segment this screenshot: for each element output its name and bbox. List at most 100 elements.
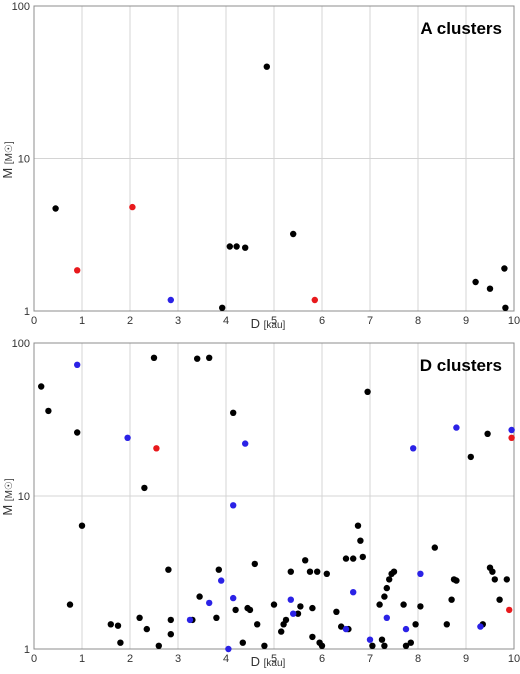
data-point-black [306,568,314,575]
data-point-black [376,601,383,608]
x-tick-label: 0 [31,315,37,327]
data-point-black [357,537,364,544]
data-point-black [294,610,302,617]
data-point-black [226,243,233,250]
data-point-black [155,642,162,649]
data-point-black [52,205,59,212]
data-point-black [407,639,414,646]
data-point-black [290,230,297,238]
x-tick-label: 2 [127,315,133,327]
data-point-black [263,63,270,70]
data-point-black [74,429,81,436]
x-axis-label: D [kau] [251,654,286,669]
data-point-black [383,584,390,592]
data-point-blue [242,440,249,447]
data-point-black [323,570,330,577]
data-point-black [78,522,86,529]
data-point-black [196,593,203,600]
data-point-black [239,639,246,646]
data-point-black [467,453,474,461]
data-point-black [282,616,290,624]
data-point-black [338,623,345,630]
data-point-black [254,621,261,628]
data-point-blue [74,361,81,368]
data-point-black [364,388,371,395]
data-point-black [378,636,386,643]
x-tick-label: 0 [31,653,37,665]
data-point-black [486,285,494,292]
y-tick-label: 10 [18,491,30,503]
x-tick-label: 9 [463,315,469,327]
data-point-black [400,601,407,608]
data-point-black [194,355,201,362]
data-point-black [287,568,294,575]
data-point-black [381,593,388,600]
x-tick-label: 3 [175,653,181,665]
x-axis-label: D [kau] [251,316,286,331]
y-tick-label: 10 [18,154,30,166]
data-point-black [302,557,309,564]
x-tick-label: 2 [127,653,133,665]
data-point-blue [410,445,417,452]
data-point-black [219,304,226,311]
data-point-black [66,601,74,608]
data-point-black [369,642,376,649]
x-tick-label: 1 [79,315,85,327]
data-point-red [311,296,318,304]
data-point-black [309,604,316,612]
data-point-black [448,596,455,603]
data-point-black [270,601,278,608]
y-tick-label: 1 [24,644,30,656]
data-point-black [45,407,52,415]
x-tick-label: 8 [415,315,421,327]
data-point-black [350,555,357,562]
data-point-black [242,244,249,251]
data-point-black [38,383,45,390]
data-point-blue [453,424,460,431]
data-point-blue [383,614,390,621]
data-point-black [165,566,172,573]
data-point-blue [186,616,194,624]
chart-title: D clusters [420,356,502,375]
data-point-black [502,304,509,311]
data-point-black [443,621,450,628]
data-point-black [117,639,124,646]
data-point-black [417,603,424,610]
data-point-black [496,596,503,603]
data-point-blue [230,502,237,509]
y-axis-label: M [M☉] [0,478,15,516]
data-point-black [381,642,388,649]
data-point-red [508,434,515,441]
data-point-black [318,642,326,649]
y-tick-label: 1 [24,306,30,318]
data-point-black [167,616,174,624]
data-point-black [107,621,115,628]
data-point-blue [342,625,350,633]
data-point-red [153,445,160,452]
data-point-black [501,265,508,272]
data-point-blue [402,625,410,633]
data-point-red [129,203,136,211]
x-tick-label: 7 [367,315,373,327]
data-point-black [412,621,419,628]
data-point-blue [477,623,484,630]
data-point-black [359,553,366,561]
data-point-blue [124,434,131,441]
data-point-black [489,568,496,575]
x-tick-label: 9 [463,653,469,665]
data-point-blue [167,296,174,304]
data-point-black [136,614,143,621]
data-point-black [491,576,498,583]
data-point-black [213,614,220,621]
data-point-blue [417,570,424,577]
data-point-black [232,606,239,614]
x-tick-label: 6 [319,315,325,327]
data-point-red [506,606,513,614]
data-point-black [314,568,321,575]
y-tick-label: 100 [12,338,30,350]
data-point-blue [366,636,374,643]
data-point-black [431,544,438,551]
x-tick-label: 6 [319,653,325,665]
data-point-blue [218,577,225,584]
